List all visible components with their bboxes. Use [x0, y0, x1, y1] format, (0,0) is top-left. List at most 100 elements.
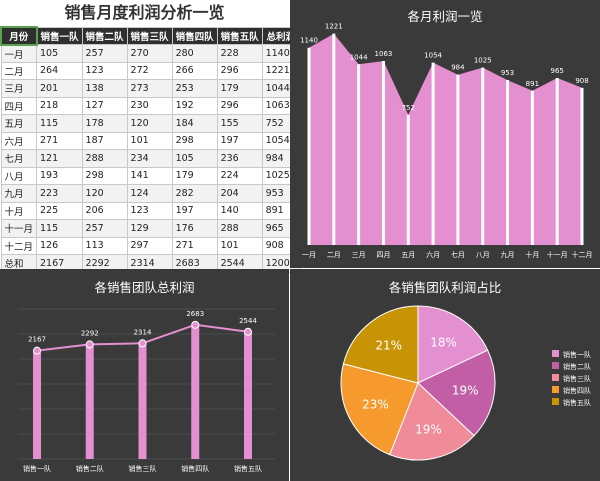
table-cell[interactable]: 193 — [36, 166, 83, 185]
team-point — [191, 320, 200, 329]
table-row: 一月 105 257 270 280 228 1140 — [0, 44, 300, 63]
table-cell[interactable]: 298 — [81, 166, 128, 185]
table-cell[interactable]: 257 — [81, 44, 128, 63]
pie-percent-label: 19% — [415, 423, 442, 437]
table-cell[interactable]: 257 — [81, 219, 128, 238]
table-cell[interactable]: 264 — [36, 61, 83, 80]
table-cell[interactable]: 178 — [81, 114, 128, 133]
monthly-data-label: 1054 — [424, 52, 442, 60]
table-cell[interactable]: 176 — [171, 219, 218, 238]
table-cell[interactable]: 204 — [216, 184, 263, 203]
table-header-cell[interactable]: 销售一队 — [36, 26, 83, 45]
monthly-x-tick-label: 八月 — [476, 251, 490, 259]
table-cell[interactable]: 280 — [171, 44, 218, 63]
table-cell[interactable]: 253 — [171, 79, 218, 98]
selected-header-cell[interactable]: 月份 — [0, 26, 38, 46]
table-cell[interactable]: 十一月 — [0, 219, 38, 238]
table-cell[interactable]: 123 — [126, 201, 173, 220]
table-cell[interactable]: 十月 — [0, 201, 38, 220]
table-cell[interactable]: 179 — [171, 166, 218, 185]
table-cell[interactable]: 2292 — [81, 254, 128, 273]
table-cell[interactable]: 234 — [126, 149, 173, 168]
table-cell[interactable]: 140 — [216, 201, 263, 220]
table-cell[interactable]: 288 — [81, 149, 128, 168]
table-cell[interactable]: 296 — [216, 61, 263, 80]
table-cell[interactable]: 2683 — [171, 254, 218, 273]
table-cell[interactable]: 187 — [81, 131, 128, 150]
table-cell[interactable]: 206 — [81, 201, 128, 220]
table-cell[interactable]: 120 — [126, 114, 173, 133]
table-cell[interactable]: 十二月 — [0, 236, 38, 255]
table-cell[interactable]: 155 — [216, 114, 263, 133]
table-cell[interactable]: 270 — [126, 44, 173, 63]
table-cell[interactable]: 一月 — [0, 44, 38, 63]
table-cell[interactable]: 184 — [171, 114, 218, 133]
legend-label: 销售四队 — [563, 386, 591, 395]
table-cell[interactable]: 八月 — [0, 166, 38, 185]
table-cell[interactable]: 225 — [36, 201, 83, 220]
table-cell[interactable]: 120 — [81, 184, 128, 203]
table-cell[interactable]: 113 — [81, 236, 128, 255]
table-cell[interactable]: 201 — [36, 79, 83, 98]
table-cell[interactable]: 115 — [36, 219, 83, 238]
table-header-cell[interactable]: 销售五队 — [216, 26, 263, 45]
table-cell[interactable]: 288 — [216, 219, 263, 238]
table-cell[interactable]: 296 — [216, 96, 263, 115]
legend-swatch — [552, 350, 559, 357]
pie-slice — [340, 363, 419, 456]
table-cell[interactable]: 223 — [36, 184, 83, 203]
table-cell[interactable]: 236 — [216, 149, 263, 168]
table-cell[interactable]: 298 — [171, 131, 218, 150]
table-cell[interactable]: 2544 — [216, 254, 263, 273]
table-cell[interactable]: 228 — [216, 44, 263, 63]
table-cell[interactable]: 123 — [81, 61, 128, 80]
monthly-data-label: 953 — [501, 69, 514, 77]
table-cell[interactable]: 197 — [171, 201, 218, 220]
monthly-x-tick-label: 二月 — [327, 251, 341, 259]
table-cell[interactable]: 127 — [81, 96, 128, 115]
table-cell[interactable]: 224 — [216, 166, 263, 185]
table-cell[interactable]: 三月 — [0, 79, 38, 98]
table-cell[interactable]: 141 — [126, 166, 173, 185]
table-cell[interactable]: 138 — [81, 79, 128, 98]
table-cell[interactable]: 105 — [36, 44, 83, 63]
team-bar — [33, 350, 41, 459]
table-row: 六月 271 187 101 298 197 1054 — [0, 131, 300, 150]
table-cell[interactable]: 2167 — [36, 254, 83, 273]
table-header-cell[interactable]: 销售二队 — [81, 26, 128, 45]
table-cell[interactable]: 七月 — [0, 149, 38, 168]
table-cell[interactable]: 129 — [126, 219, 173, 238]
monthly-data-label: 1140 — [300, 37, 318, 45]
table-row: 四月 218 127 230 192 296 1063 — [0, 96, 300, 115]
table-cell[interactable]: 121 — [36, 149, 83, 168]
table-cell[interactable]: 197 — [216, 131, 263, 150]
team-chart-title: 各销售团队总利润 — [94, 280, 195, 295]
table-cell[interactable]: 192 — [171, 96, 218, 115]
table-cell[interactable]: 271 — [36, 131, 83, 150]
table-cell[interactable]: 218 — [36, 96, 83, 115]
table-cell[interactable]: 五月 — [0, 114, 38, 133]
table-row: 十二月 126 113 297 271 101 908 — [0, 236, 300, 255]
table-cell[interactable]: 101 — [126, 131, 173, 150]
table-cell[interactable]: 124 — [126, 184, 173, 203]
table-cell[interactable]: 九月 — [0, 184, 38, 203]
table-cell[interactable]: 266 — [171, 61, 218, 80]
table-cell[interactable]: 126 — [36, 236, 83, 255]
table-header-cell[interactable]: 销售四队 — [171, 26, 218, 45]
table-header-cell[interactable]: 销售三队 — [126, 26, 173, 45]
table-cell[interactable]: 230 — [126, 96, 173, 115]
table-cell[interactable]: 六月 — [0, 131, 38, 150]
table-cell[interactable]: 四月 — [0, 96, 38, 115]
table-cell[interactable]: 282 — [171, 184, 218, 203]
table-cell[interactable]: 272 — [126, 61, 173, 80]
table-cell[interactable]: 105 — [171, 149, 218, 168]
table-cell[interactable]: 总和 — [0, 254, 38, 273]
table-cell[interactable]: 二月 — [0, 61, 38, 80]
table-cell[interactable]: 297 — [126, 236, 173, 255]
table-cell[interactable]: 179 — [216, 79, 263, 98]
table-row: 八月 193 298 141 179 224 1025 — [0, 166, 300, 185]
table-cell[interactable]: 273 — [126, 79, 173, 98]
table-cell[interactable]: 115 — [36, 114, 83, 133]
table-cell[interactable]: 271 — [171, 236, 218, 255]
table-cell[interactable]: 101 — [216, 236, 263, 255]
